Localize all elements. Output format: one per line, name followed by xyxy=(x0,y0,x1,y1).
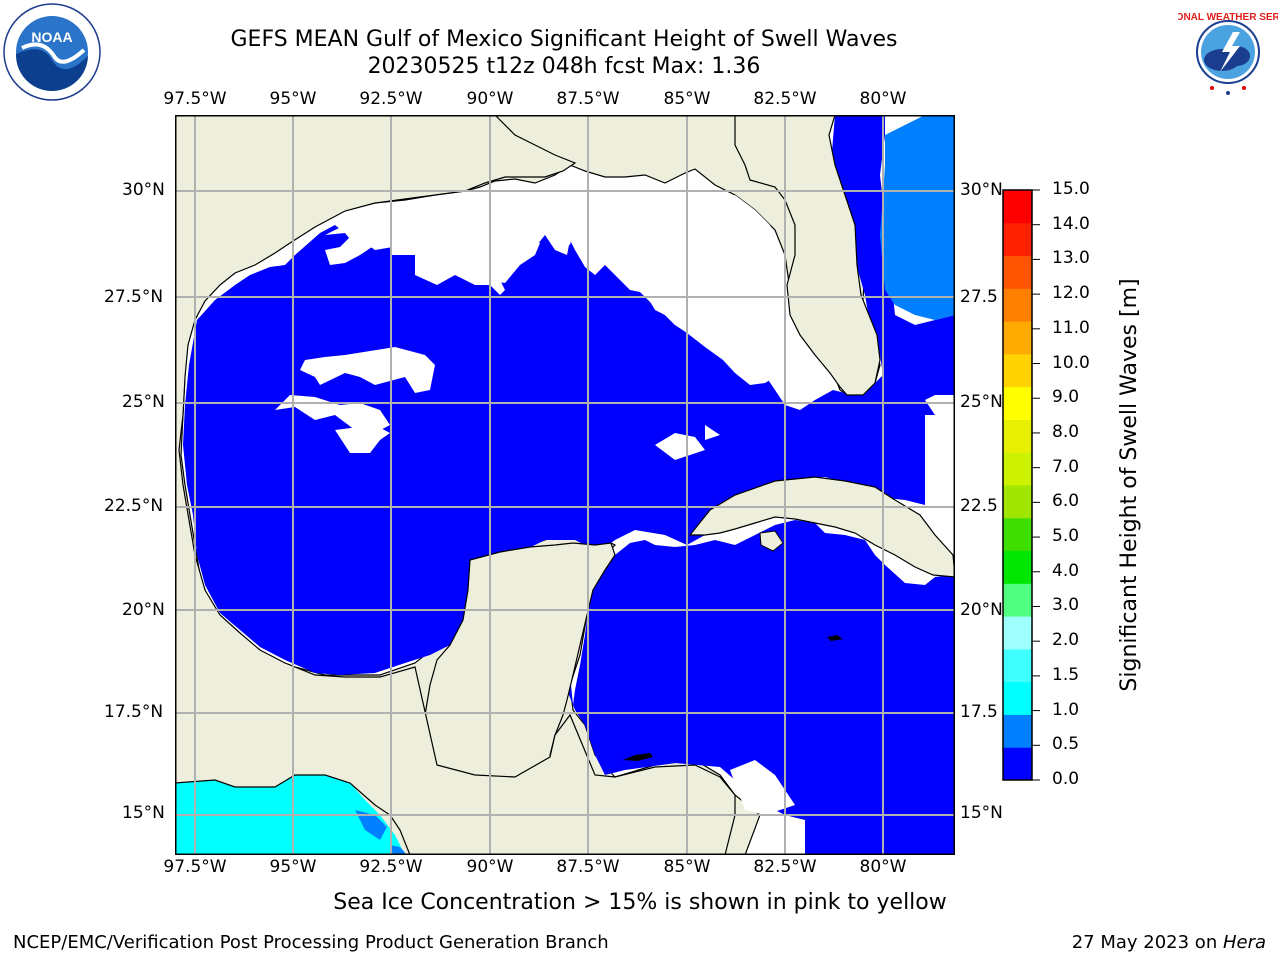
colorbar-segment xyxy=(1003,386,1032,420)
footer-machine: Hera xyxy=(1222,932,1266,953)
colorbar-segment xyxy=(1003,648,1032,683)
lon-label-bottom: 97.5°W xyxy=(163,857,227,877)
lon-label-top: 87.5°W xyxy=(556,89,620,109)
map-panel xyxy=(175,115,955,855)
lon-label-top: 92.5°W xyxy=(359,89,423,109)
lon-label-top: 95°W xyxy=(269,89,317,109)
lat-label-left: 27.5°N xyxy=(104,287,164,307)
lat-label-right: 25°N xyxy=(960,392,1003,412)
colorbar-tick-label: 0.0 xyxy=(1052,769,1080,789)
colorbar xyxy=(1002,189,1040,781)
colorbar-segment xyxy=(1003,190,1032,224)
colorbar-tick-label: 0.5 xyxy=(1052,734,1080,755)
colorbar-tick-label: 11.0 xyxy=(1052,317,1090,338)
nws-logo: NATIONAL WEATHER SERVICE xyxy=(1178,5,1278,99)
lat-label-right: 22.5 xyxy=(960,496,998,516)
colorbar-segment xyxy=(1003,583,1032,617)
colorbar-segment xyxy=(1003,681,1032,715)
map-frame xyxy=(175,115,955,855)
lat-label-left: 30°N xyxy=(122,180,165,200)
footer-credit: NCEP/EMC/Verification Post Processing Pr… xyxy=(13,932,609,953)
colorbar-tick-label: 7.0 xyxy=(1052,456,1080,477)
colorbar-segment xyxy=(1003,419,1032,453)
noaa-logo: NOAA xyxy=(3,3,101,101)
lon-label-top: 85°W xyxy=(663,89,711,109)
graticule xyxy=(175,115,955,855)
map-title: GEFS MEAN Gulf of Mexico Significant Hei… xyxy=(230,27,898,52)
colorbar-segment xyxy=(1003,452,1032,486)
colorbar-frame xyxy=(1002,189,1033,781)
lat-label-right: 15°N xyxy=(960,803,1003,823)
colorbar-segment xyxy=(1003,485,1032,519)
colorbar-label: Significant Height of Swell Waves [m] xyxy=(1117,278,1142,692)
cuba xyxy=(688,476,955,578)
nws-logo-text: NATIONAL WEATHER SERVICE xyxy=(1178,12,1278,23)
lon-label-bottom: 90°W xyxy=(466,857,514,877)
colorbar-tick-label: 1.0 xyxy=(1052,699,1080,720)
colorbar-tick-label: 2.0 xyxy=(1052,630,1080,651)
colorbar-segment xyxy=(1003,714,1032,748)
lon-label-bottom: 95°W xyxy=(269,857,317,877)
colorbar-tick-label: 5.0 xyxy=(1052,526,1080,547)
lon-label-bottom: 80°W xyxy=(859,857,907,877)
colorbar-tick-label: 9.0 xyxy=(1052,387,1080,408)
lat-label-left: 15°N xyxy=(122,803,165,823)
colorbar-segment xyxy=(1003,550,1032,584)
map-subtitle: 20230525 t12z 048h fcst Max: 1.36 xyxy=(367,54,761,79)
footer-date-text: 27 May 2023 on xyxy=(1071,932,1223,953)
colorbar-tick-label: 3.0 xyxy=(1052,595,1080,616)
lat-label-right: 20°N xyxy=(960,600,1003,620)
lon-label-bottom: 85°W xyxy=(663,857,711,877)
lon-label-top: 97.5°W xyxy=(163,89,227,109)
lon-label-top: 90°W xyxy=(466,89,514,109)
swell-region-mid xyxy=(880,115,955,320)
footer-date: 27 May 2023 on Hera xyxy=(1072,932,1266,953)
colorbar-tick-label: 14.0 xyxy=(1052,213,1090,234)
white-patches xyxy=(275,195,955,815)
colorbar-tick-label: 8.0 xyxy=(1052,421,1080,442)
sea-ice-note: Sea Ice Concentration > 15% is shown in … xyxy=(333,890,947,915)
lon-label-bottom: 92.5°W xyxy=(359,857,423,877)
colorbar-tick-label: 6.0 xyxy=(1052,491,1080,512)
colorbar-segment xyxy=(1003,288,1032,322)
lon-label-bottom: 87.5°W xyxy=(556,857,620,877)
colorbar-segment xyxy=(1003,222,1032,257)
colorbar-segment xyxy=(1003,517,1032,552)
colorbar-tick-label: 1.5 xyxy=(1052,664,1080,685)
florida xyxy=(734,115,881,396)
lon-label-top: 82.5°W xyxy=(753,89,817,109)
colorbar-segment xyxy=(1003,747,1032,781)
swell-region-low xyxy=(183,115,955,855)
yucatan xyxy=(424,542,616,784)
colorbar-segment xyxy=(1003,255,1032,289)
lon-label-top: 80°W xyxy=(859,89,907,109)
lat-label-left: 25°N xyxy=(122,392,165,412)
colorbar-segment xyxy=(1003,321,1032,355)
colorbar-tick-label: 10.0 xyxy=(1052,352,1090,373)
colorbar-tick-label: 12.0 xyxy=(1052,283,1090,304)
mexico xyxy=(175,115,736,855)
lat-label-right: 27.5 xyxy=(960,287,998,307)
colorbar-tick-label: 4.0 xyxy=(1052,560,1080,581)
colorbar-tick-label: 15.0 xyxy=(1052,179,1090,199)
noaa-logo-text: NOAA xyxy=(31,29,72,45)
lat-label-left: 20°N xyxy=(122,600,165,620)
colorbar-segment xyxy=(1003,353,1032,388)
lon-label-bottom: 82.5°W xyxy=(753,857,817,877)
lat-label-right: 17.5 xyxy=(960,702,998,722)
lat-label-right: 30°N xyxy=(960,180,1003,200)
lat-label-left: 22.5°N xyxy=(104,496,164,516)
lat-label-left: 17.5°N xyxy=(104,702,164,722)
colorbar-tick-label: 13.0 xyxy=(1052,248,1090,269)
colorbar-segment xyxy=(1003,616,1032,650)
